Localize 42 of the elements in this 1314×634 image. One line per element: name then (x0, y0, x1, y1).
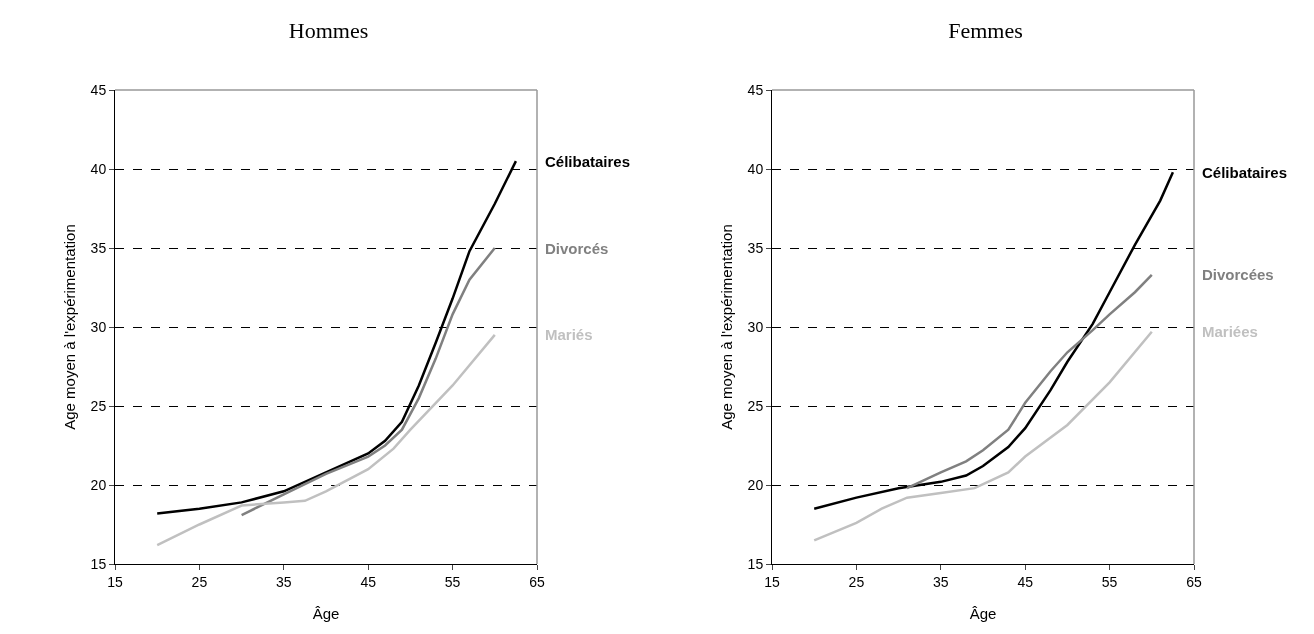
y-tick-label: 40 (90, 160, 107, 177)
y-tick-label: 45 (747, 81, 764, 98)
y-tick-label: 25 (747, 397, 764, 414)
y-tick-label: 15 (747, 555, 764, 572)
x-tick-label: 45 (1017, 573, 1034, 590)
y-axis-title: Age moyen à l'expérimentation (61, 224, 78, 430)
y-tick-label: 35 (747, 239, 764, 256)
y-tick-label: 25 (90, 397, 107, 414)
y-tick-label: 20 (747, 476, 764, 493)
x-axis-title: Âge (312, 605, 340, 622)
series-label: Célibataires (1202, 164, 1288, 181)
series-label: Célibataires (545, 153, 631, 170)
line-series (905, 273, 1154, 490)
x-tick-label: 55 (1101, 573, 1118, 590)
x-tick-label: 25 (191, 573, 208, 590)
text: Divorcées (1202, 266, 1274, 283)
x-axis-title: Âge (969, 605, 997, 622)
chart-title: Hommes (288, 17, 369, 43)
y-tick-label: 30 (747, 318, 764, 335)
x-tick-label: 15 (107, 573, 123, 590)
x-tick-label: 35 (276, 573, 292, 590)
x-tick-label: 15 (764, 573, 780, 590)
y-tick-label: 30 (90, 318, 107, 335)
x-tick-label: 45 (360, 573, 377, 590)
text: Mariées (1202, 323, 1258, 340)
y-tick-label: 20 (90, 476, 107, 493)
x-tick-label: 55 (444, 573, 461, 590)
x-tick-label: 65 (529, 573, 545, 590)
y-tick-label: 40 (747, 160, 764, 177)
chart-title: Femmes (948, 17, 1023, 43)
text: Mariés (545, 326, 593, 343)
x-tick-label: 35 (933, 573, 949, 590)
line-series (812, 330, 1154, 542)
x-tick-label: 25 (848, 573, 865, 590)
y-tick-label: 15 (90, 555, 107, 572)
x-tick-label: 65 (1186, 573, 1202, 590)
y-tick-label: 35 (90, 239, 107, 256)
y-axis-title: Age moyen à l'expérimentation (718, 224, 735, 430)
text: Divorcés (545, 240, 609, 257)
line-series (240, 246, 497, 517)
y-tick-label: 45 (90, 81, 107, 98)
line-series (155, 333, 497, 547)
